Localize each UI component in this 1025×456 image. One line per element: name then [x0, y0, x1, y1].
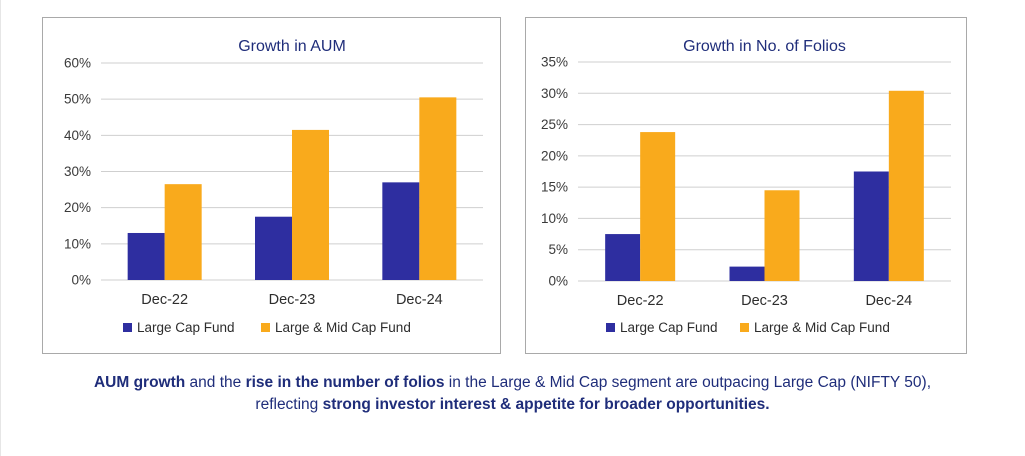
bar-large-mid-cap — [764, 190, 800, 281]
caption: AUM growth and the rise in the number of… — [20, 372, 1005, 416]
page-edge — [0, 0, 1, 456]
x-category-label: Dec-24 — [396, 292, 443, 308]
caption-line-1: AUM growth and the rise in the number of… — [20, 372, 1005, 394]
y-tick-label: 40% — [64, 128, 91, 143]
bar-large-mid-cap — [419, 97, 457, 280]
y-tick-label: 5% — [548, 242, 568, 257]
caption-text: reflecting — [255, 396, 323, 413]
bar-large-mid-cap — [888, 90, 924, 281]
y-tick-label: 20% — [541, 148, 568, 163]
legend-swatch — [261, 323, 270, 332]
y-tick-label: 35% — [541, 55, 568, 70]
y-tick-label: 30% — [64, 164, 91, 179]
x-category-label: Dec-24 — [865, 293, 912, 309]
y-tick-label: 50% — [64, 92, 91, 107]
y-tick-label: 60% — [64, 56, 91, 71]
y-tick-label: 10% — [64, 236, 91, 251]
caption-text: and the — [185, 374, 246, 391]
aum-growth-chart: Growth in AUM 0% 10% 20% 30% 40% 50% 60% Dec-22 D… — [42, 17, 501, 354]
legend-label: Large Cap Fund — [137, 320, 235, 335]
caption-line-2: reflecting strong investor interest & ap… — [20, 394, 1005, 416]
y-tick-label: 25% — [541, 117, 568, 132]
x-category-label: Dec-23 — [269, 292, 316, 308]
bar-large-cap — [605, 234, 641, 281]
folios-growth-chart: Growth in No. of Folios 0% 5% 10% 15% 20% 25% 3… — [525, 17, 967, 354]
folios-chart-svg: Growth in No. of Folios 0% 5% 10% 15% 20% 25% 3… — [541, 38, 951, 335]
y-tick-label: 30% — [541, 86, 568, 101]
y-tick-label: 15% — [541, 180, 568, 195]
legend-swatch — [606, 323, 615, 332]
chart-title: Growth in No. of Folios — [683, 38, 846, 55]
bar-large-cap — [127, 232, 165, 280]
caption-emphasis: AUM growth — [93, 374, 186, 391]
y-tick-label: 0% — [71, 273, 91, 288]
bar-large-cap — [382, 182, 420, 280]
legend-label: Large & Mid Cap Fund — [754, 320, 890, 335]
aum-chart-svg: Growth in AUM 0% 10% 20% 30% 40% 50% 60% Dec-22 D… — [64, 38, 483, 335]
x-category-label: Dec-22 — [141, 292, 188, 308]
caption-emphasis: strong investor interest & appetite for … — [322, 396, 770, 413]
x-category-label: Dec-23 — [741, 293, 788, 309]
bar-large-mid-cap — [164, 184, 202, 280]
legend-swatch — [740, 323, 749, 332]
y-tick-label: 0% — [548, 274, 568, 289]
x-category-label: Dec-22 — [617, 293, 664, 309]
bar-large-mid-cap — [292, 129, 329, 280]
caption-text: in the Large & Mid Cap segment are outpa… — [444, 374, 932, 391]
bar-large-cap — [255, 216, 292, 280]
y-tick-label: 10% — [541, 211, 568, 226]
bar-large-mid-cap — [640, 132, 676, 281]
legend-swatch — [123, 323, 132, 332]
legend-label: Large & Mid Cap Fund — [275, 320, 411, 335]
legend-label: Large Cap Fund — [620, 320, 718, 335]
bar-large-cap — [729, 266, 765, 281]
caption-emphasis: rise in the number of folios — [245, 374, 445, 391]
bar-large-cap — [853, 171, 889, 281]
chart-title: Growth in AUM — [238, 38, 346, 55]
y-tick-label: 20% — [64, 200, 91, 215]
